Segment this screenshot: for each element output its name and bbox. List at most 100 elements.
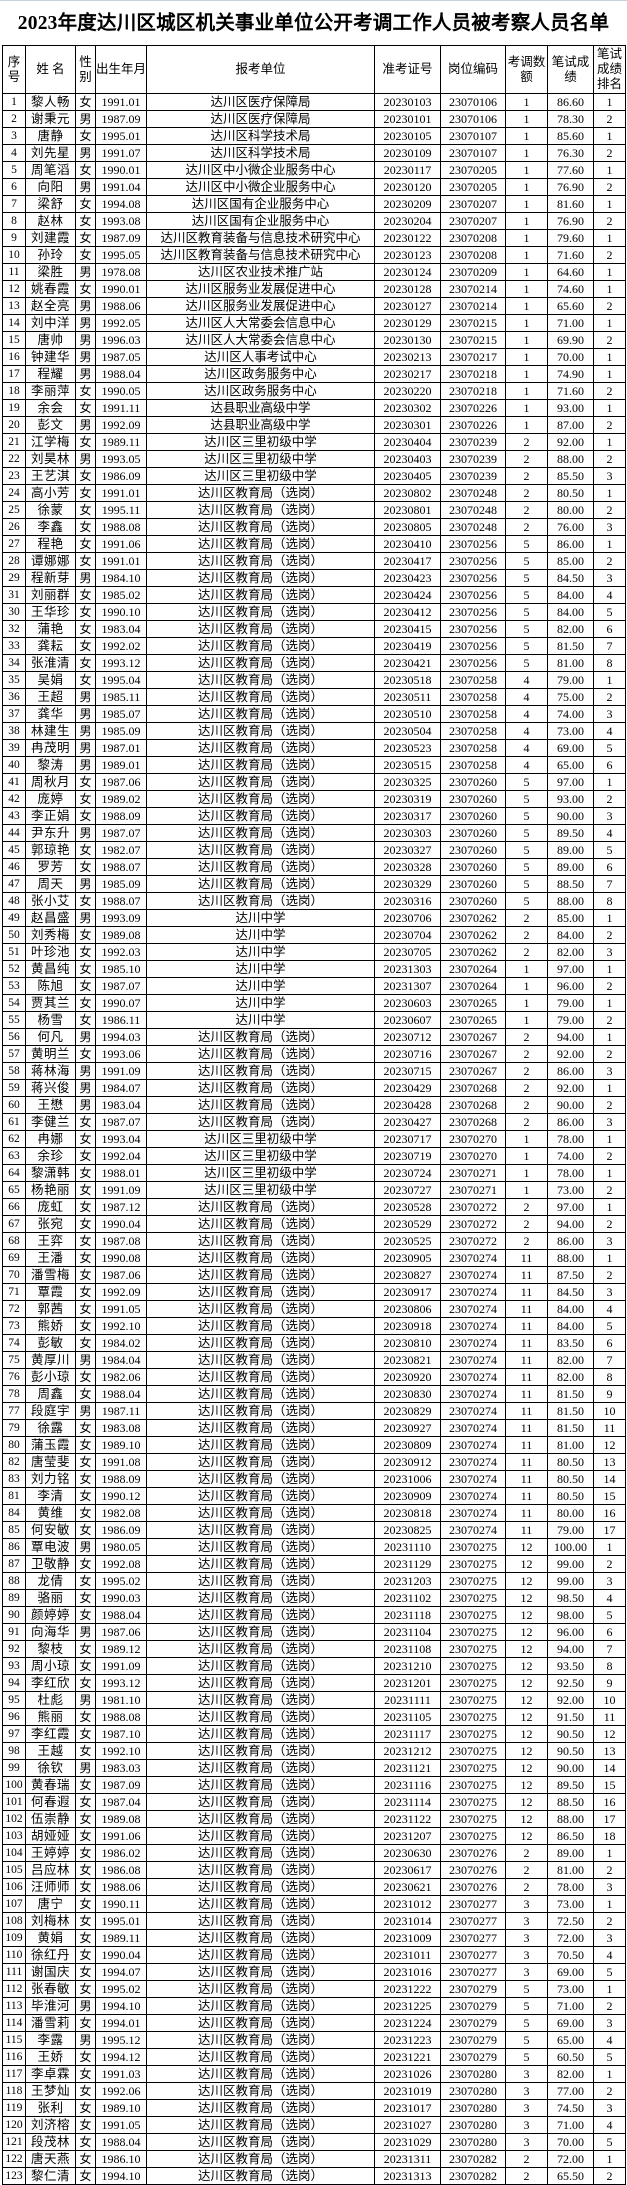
birth-cell: 1993.09 [95, 909, 147, 927]
name-cell: 李红欣 [25, 1674, 76, 1692]
unit-cell: 达川区教育局（选岗） [146, 1283, 375, 1301]
gender-cell: 女 [75, 1113, 96, 1131]
ticket-cell: 20231111 [374, 1691, 441, 1709]
score-cell: 99.00 [547, 1572, 594, 1590]
score-cell: 82.00 [547, 2065, 594, 2083]
table-row: 109 黄娟女 1989.11 达川区教育局（选岗） 20231009 23070277 3… [2, 1929, 626, 1947]
birth-cell: 1986.09 [95, 467, 147, 485]
post-code-cell: 23070256 [440, 654, 506, 672]
quota-cell: 12 [505, 1657, 548, 1675]
table-row: 39 冉茂明男 1987.01 达川区教育局（选岗） 20230523 23070258 4… [2, 739, 626, 757]
score-cell: 65.00 [547, 756, 594, 774]
unit-cell: 达川区教育局（选岗） [146, 1555, 375, 1573]
score-cell: 75.00 [547, 688, 594, 706]
quota-cell: 1 [505, 1164, 548, 1182]
rank-cell: 1 [593, 1079, 626, 1097]
birth-cell: 1988.09 [95, 807, 147, 825]
quota-cell: 11 [505, 1334, 548, 1352]
score-cell: 98.50 [547, 1589, 594, 1607]
quota-cell: 4 [505, 705, 548, 723]
gender-cell: 男 [75, 756, 96, 774]
birth-cell: 1983.08 [95, 1419, 147, 1437]
rank-cell: 1 [593, 433, 626, 451]
birth-cell: 1992.04 [95, 1147, 147, 1165]
score-cell: 85.00 [547, 909, 594, 927]
rank-cell: 2 [593, 178, 626, 196]
quota-cell: 11 [505, 1385, 548, 1403]
quota-cell: 11 [505, 1402, 548, 1420]
gender-cell: 女 [75, 637, 96, 655]
ticket-cell: 20230328 [374, 858, 441, 876]
unit-cell: 达川区教育局（选岗） [146, 1980, 375, 1998]
seq-cell: 30 [2, 603, 26, 621]
table-row: 66 庞虹女 1987.12 达川区教育局（选岗） 20230528 23070272 2 9… [2, 1198, 626, 1216]
name-cell: 黎仁清 [25, 2167, 76, 2185]
rank-cell: 1 [593, 994, 626, 1012]
score-cell: 60.50 [547, 2048, 594, 2066]
seq-cell: 122 [2, 2150, 26, 2168]
birth-cell: 1988.08 [95, 1708, 147, 1726]
ticket-cell: 20230117 [374, 161, 441, 179]
ticket-cell: 20230825 [374, 1521, 441, 1539]
name-cell: 王艺淇 [25, 467, 76, 485]
seq-cell: 78 [2, 1385, 26, 1403]
name-cell: 王超 [25, 688, 76, 706]
ticket-cell: 20230122 [374, 229, 441, 247]
header-seq: 序号 [2, 45, 26, 94]
post-code-cell: 23070274 [440, 1470, 506, 1488]
rank-cell: 13 [593, 1453, 626, 1471]
name-cell: 赵全亮 [25, 297, 76, 315]
score-cell: 73.00 [547, 1181, 594, 1199]
birth-cell: 1988.04 [95, 365, 147, 383]
unit-cell: 达川区教育局（选岗） [146, 739, 375, 757]
seq-cell: 31 [2, 586, 26, 604]
gender-cell: 女 [75, 1963, 96, 1981]
rank-cell: 8 [593, 1657, 626, 1675]
rank-cell: 1 [593, 671, 626, 689]
quota-cell: 1 [505, 365, 548, 383]
rank-cell: 2 [593, 212, 626, 230]
post-code-cell: 23070279 [440, 2048, 506, 2066]
gender-cell: 女 [75, 790, 96, 808]
post-code-cell: 23070264 [440, 960, 506, 978]
birth-cell: 1988.09 [95, 1470, 147, 1488]
seq-cell: 53 [2, 977, 26, 995]
post-code-cell: 23070258 [440, 722, 506, 740]
post-code-cell: 23070280 [440, 2065, 506, 2083]
rank-cell: 1 [593, 773, 626, 791]
unit-cell: 达川区教育局（选岗） [146, 841, 375, 859]
name-cell: 刘昊林 [25, 450, 76, 468]
score-cell: 98.00 [547, 1606, 594, 1624]
unit-cell: 达川区教育局（选岗） [146, 1929, 375, 1947]
unit-cell: 达川区教育局（选岗） [146, 1572, 375, 1590]
name-cell: 吴娟 [25, 671, 76, 689]
ticket-cell: 20230905 [374, 1249, 441, 1267]
name-cell: 程新芽 [25, 569, 76, 587]
candidate-table: 序号 姓 名 性别 出生年月 报考单位 准考证号 岗位编码 考调数额 笔试成绩 … [2, 45, 626, 2185]
quota-cell: 1 [505, 229, 548, 247]
quota-cell: 12 [505, 1623, 548, 1641]
unit-cell: 达川区教育局（选岗） [146, 1912, 375, 1930]
rank-cell: 8 [593, 654, 626, 672]
unit-cell: 达川区服务业发展促进中心 [146, 280, 375, 298]
table-row: 86 覃电波男 1980.05 达川区教育局（选岗） 20231110 23070275 1… [2, 1538, 626, 1556]
header-name: 姓 名 [25, 45, 76, 94]
gender-cell: 男 [75, 1079, 96, 1097]
ticket-cell: 20230217 [374, 365, 441, 383]
seq-cell: 40 [2, 756, 26, 774]
table-row: 63 余珍女 1992.04 达川区三里初级中学 20230719 23070270 1 74… [2, 1147, 626, 1165]
seq-cell: 98 [2, 1742, 26, 1760]
seq-cell: 67 [2, 1215, 26, 1233]
gender-cell: 女 [75, 1164, 96, 1182]
post-code-cell: 23070275 [440, 1538, 506, 1556]
score-cell: 71.60 [547, 382, 594, 400]
quota-cell: 2 [505, 450, 548, 468]
score-cell: 90.00 [547, 1096, 594, 1114]
post-code-cell: 23070214 [440, 297, 506, 315]
ticket-cell: 20231225 [374, 1997, 441, 2015]
seq-cell: 60 [2, 1096, 26, 1114]
seq-cell: 79 [2, 1419, 26, 1437]
table-row: 92 黎枝女 1989.12 达川区教育局（选岗） 20231108 23070275 12… [2, 1640, 626, 1658]
score-cell: 92.00 [547, 1045, 594, 1063]
ticket-cell: 20230109 [374, 144, 441, 162]
